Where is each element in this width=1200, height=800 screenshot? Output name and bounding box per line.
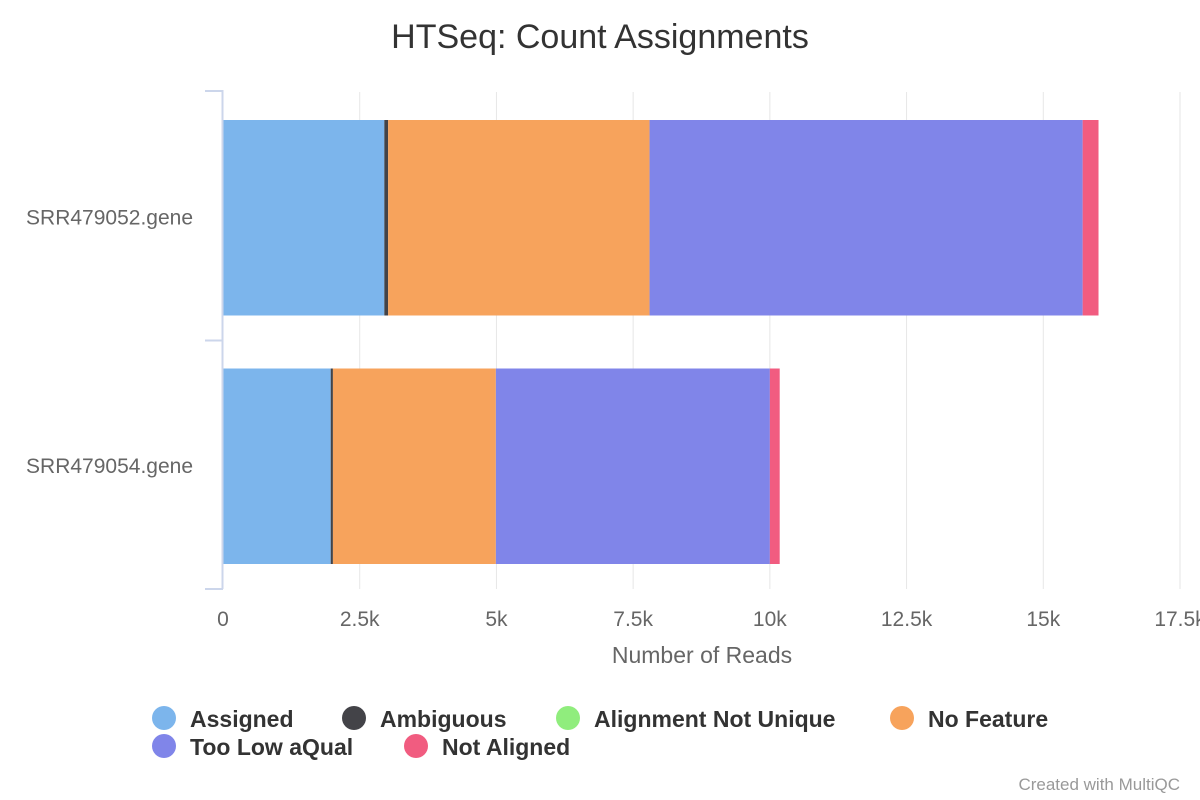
category-label: SRR479052.gene — [26, 206, 193, 229]
legend-label: Ambiguous — [380, 706, 507, 732]
category-label: SRR479054.gene — [26, 455, 193, 478]
legend-label: Assigned — [190, 706, 294, 732]
bar-no-feature-2[interactable] — [332, 368, 496, 565]
x-tick-label: 15k — [1026, 608, 1060, 631]
bar-not-aligned-1[interactable] — [1082, 120, 1099, 316]
bar-too-low-aqual-2[interactable] — [495, 368, 770, 565]
x-axis-ticks: 0 2.5k 5k 7.5k 10k 12.5k 15k 17.5k — [217, 608, 1200, 631]
x-tick-label: 10k — [753, 608, 787, 631]
bar-not-aligned-2[interactable] — [769, 368, 780, 565]
bar-assigned-1[interactable] — [223, 120, 385, 316]
x-tick-label: 2.5k — [340, 608, 380, 631]
x-tick-label: 17.5k — [1154, 608, 1200, 631]
bar-too-low-aqual-1[interactable] — [649, 120, 1083, 316]
legend-item[interactable]: Too Low aQual — [152, 734, 353, 760]
legend[interactable]: Assigned Ambiguous Alignment Not Unique No … — [152, 706, 1048, 760]
legend-swatch — [152, 734, 176, 758]
legend-label: Alignment Not Unique — [594, 706, 835, 732]
legend-item[interactable]: Assigned — [152, 706, 294, 732]
chart-title: HTSeq: Count Assignments — [391, 18, 809, 56]
category-labels: SRR479052.gene SRR479054.gene — [26, 206, 193, 478]
legend-swatch — [890, 706, 914, 730]
legend-item[interactable]: Ambiguous — [342, 706, 507, 732]
bar-ambiguous-2[interactable] — [330, 368, 333, 565]
legend-label: No Feature — [928, 706, 1048, 732]
x-tick-label: 12.5k — [881, 608, 933, 631]
bar-ambiguous-1[interactable] — [384, 120, 389, 316]
x-tick-label: 0 — [217, 608, 229, 631]
bars[interactable] — [223, 120, 1099, 564]
legend-label: Too Low aQual — [190, 734, 353, 760]
credit-text[interactable]: Created with MultiQC — [1018, 775, 1180, 794]
legend-item[interactable]: No Feature — [890, 706, 1048, 732]
legend-item[interactable]: Not Aligned — [404, 734, 570, 760]
legend-swatch — [556, 706, 580, 730]
x-axis-title: Number of Reads — [612, 642, 792, 668]
bar-no-feature-1[interactable] — [388, 120, 650, 316]
legend-swatch — [342, 706, 366, 730]
x-tick-label: 5k — [485, 608, 508, 631]
legend-swatch — [404, 734, 428, 758]
legend-swatch — [152, 706, 176, 730]
legend-label: Not Aligned — [442, 734, 570, 760]
bar-assigned-2[interactable] — [223, 368, 331, 565]
legend-item[interactable]: Alignment Not Unique — [556, 706, 835, 732]
category-axis — [205, 90, 224, 590]
x-tick-label: 7.5k — [613, 608, 653, 631]
